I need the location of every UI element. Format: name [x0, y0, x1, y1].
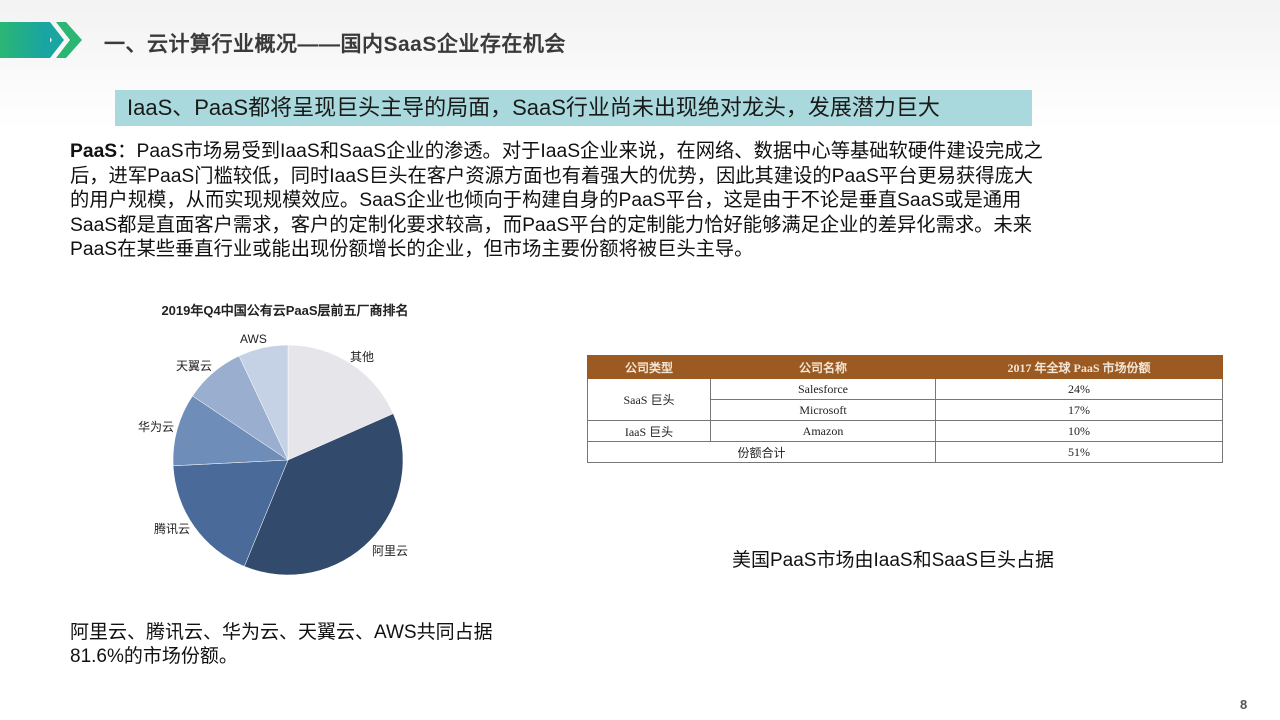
footer-note: 阿里云、腾讯云、华为云、天翼云、AWS共同占据 81.6%的市场份额。: [70, 621, 493, 669]
pie-label-aws: AWS: [240, 332, 267, 346]
table-cell-type: SaaS 巨头: [587, 378, 711, 421]
pie-label-other: 其他: [350, 350, 375, 364]
table-cell-share: 10%: [935, 420, 1223, 442]
pie-slice-2: [172, 459, 289, 567]
table-header: 公司类型: [587, 355, 711, 379]
table-cell-company: Microsoft: [710, 399, 936, 421]
slide-title: 一、云计算行业概况——国内SaaS企业存在机会: [104, 33, 566, 56]
table-cell-company: Salesforce: [710, 378, 936, 400]
paragraph-line: 的用户规模，从而实现规模效应。SaaS企业也倾向于构建自身的PaaS平台，这是由…: [70, 190, 1022, 211]
double-chevron-arrow-icon: [0, 22, 82, 58]
highlight-banner: IaaS、PaaS都将呈现巨头主导的局面，SaaS行业尚未出现绝对龙头，发展潜力…: [115, 90, 1032, 126]
pie-chart: 其他 阿里云 腾讯云 华为云 天翼云 AWS: [130, 320, 430, 590]
table-header: 公司名称: [710, 355, 936, 379]
paas-market-share-table: 公司类型 公司名称 2017 年全球 PaaS 市场份额 SaaS 巨头 Sal…: [587, 355, 1223, 463]
table-total-value: 51%: [935, 441, 1223, 463]
table-total-row: 份额合计 51%: [587, 441, 1223, 463]
pie-slice-1: [243, 413, 404, 576]
pie-slice-3: [172, 395, 289, 467]
pie-label-tencent: 腾讯云: [154, 522, 191, 536]
body-paragraph: PaaS：PaaS市场易受到IaaS和SaaS企业的渗透。对于IaaS企业来说，…: [70, 140, 1043, 263]
table-header: 2017 年全球 PaaS 市场份额: [935, 355, 1223, 379]
paragraph-line: SaaS都是直面客户需求，客户的定制化要求较高，而PaaS平台的定制能力恰好能够…: [70, 214, 1032, 236]
paragraph-line: ：PaaS市场易受到IaaS和SaaS企业的渗透。对于IaaS企业来说，在网络、…: [117, 141, 1043, 162]
pie-label-huawei: 华为云: [138, 420, 175, 434]
pie-label-tianyi: 天翼云: [176, 359, 213, 373]
footer-line: 81.6%的市场份额。: [70, 646, 238, 667]
pie-chart-title: 2019年Q4中国公有云PaaS层前五厂商排名: [161, 303, 409, 318]
table-total-label: 份额合计: [587, 441, 936, 463]
pie-label-aliyun: 阿里云: [372, 544, 409, 558]
table-row: SaaS 巨头 Salesforce 24%: [587, 378, 1223, 421]
pie-slice-5: [238, 344, 289, 461]
pie-slice-0: [287, 344, 394, 461]
table-cell-share: 17%: [935, 399, 1223, 421]
paragraph-line: 后，进军PaaS门槛较低，同时IaaS巨头在客户资源方面也有着强大的优势，因此其…: [70, 165, 1034, 187]
table-row: Microsoft 17%: [588, 399, 1223, 421]
page-number: 8: [1240, 697, 1248, 712]
footer-line: 阿里云、腾讯云、华为云、天翼云、AWS共同占据: [70, 622, 493, 643]
table-caption: 美国PaaS市场由IaaS和SaaS巨头占据: [732, 550, 1055, 571]
table-cell-share: 24%: [935, 378, 1223, 400]
table-row: IaaS 巨头 Amazon 10%: [587, 420, 1223, 442]
pie-chart-svg: [172, 344, 404, 576]
table-cell-type: IaaS 巨头: [587, 420, 711, 442]
paragraph-line: PaaS在某些垂直行业或能出现份额增长的企业，但市场主要份额将被巨头主导。: [70, 239, 754, 260]
paragraph-lead: PaaS: [70, 141, 118, 162]
table-cell-company: Amazon: [710, 420, 936, 442]
